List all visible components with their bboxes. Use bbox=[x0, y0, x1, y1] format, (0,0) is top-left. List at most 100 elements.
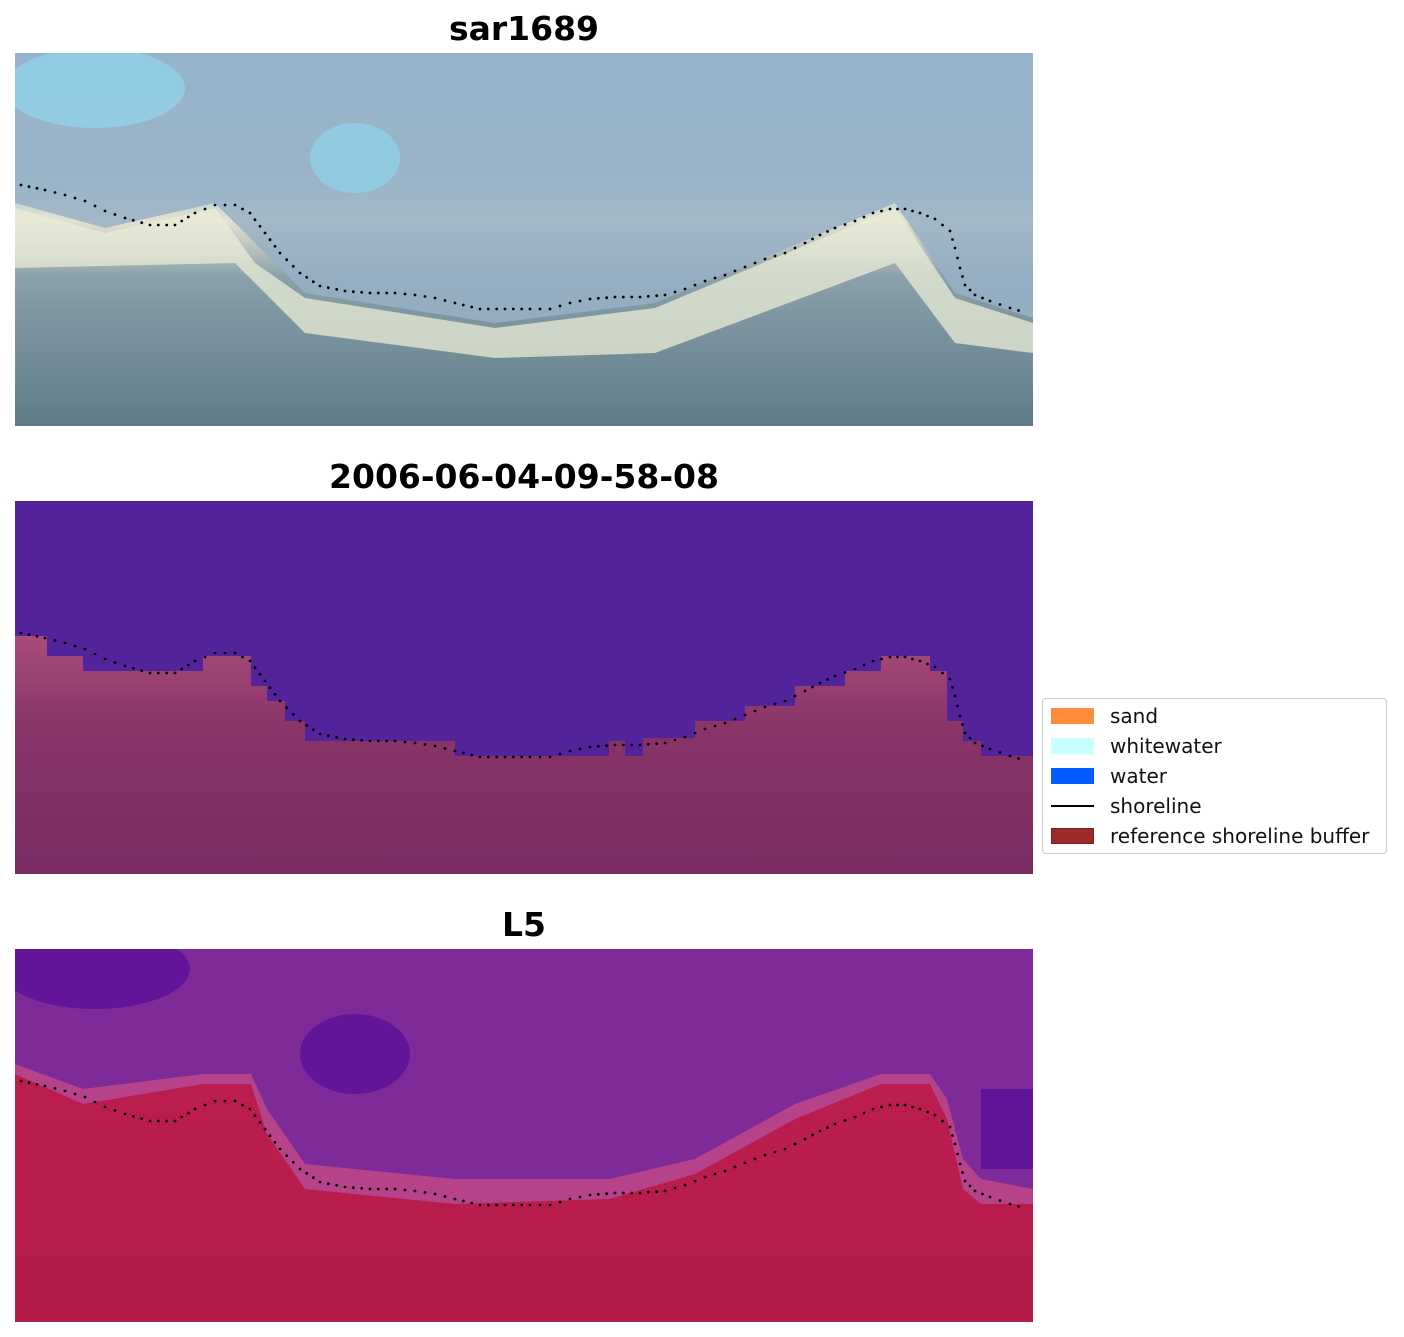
shoreline-dot bbox=[968, 736, 972, 740]
shoreline-dot bbox=[862, 215, 866, 219]
shoreline-dot bbox=[233, 203, 237, 207]
shoreline-dot bbox=[63, 193, 67, 197]
shoreline-dot bbox=[156, 671, 160, 675]
shoreline-dot bbox=[273, 1140, 277, 1144]
shoreline-dot bbox=[368, 739, 372, 743]
shoreline-dot bbox=[258, 224, 262, 228]
legend-label-reference-buffer: reference shoreline buffer bbox=[1110, 824, 1370, 848]
shoreline-dot bbox=[998, 751, 1002, 754]
shoreline-dot bbox=[123, 1112, 127, 1116]
shoreline-dot bbox=[1017, 309, 1020, 312]
shoreline-dot bbox=[911, 1105, 914, 1109]
shoreline-dot bbox=[733, 717, 737, 721]
shoreline-dot bbox=[818, 1129, 822, 1133]
shoreline-dot bbox=[853, 667, 857, 671]
shoreline-dot bbox=[486, 307, 490, 311]
shoreline-dot bbox=[385, 1187, 389, 1191]
shoreline-dot bbox=[140, 669, 144, 673]
shoreline-dot bbox=[951, 686, 954, 689]
shoreline-dot bbox=[548, 1203, 552, 1207]
shoreline-dot bbox=[646, 294, 650, 298]
rgb-image-panel bbox=[15, 53, 1033, 426]
shoreline-dot bbox=[156, 1119, 160, 1123]
shoreline-rgb bbox=[19, 183, 1020, 312]
panel-title-classification: 2006-06-04-09-58-08 bbox=[329, 457, 719, 496]
shoreline-dot bbox=[173, 1119, 177, 1123]
shoreline-dot bbox=[630, 295, 634, 299]
shoreline-dot bbox=[968, 1184, 972, 1188]
shoreline-dot bbox=[35, 186, 39, 190]
shoreline-dot bbox=[833, 1122, 837, 1126]
shoreline-dot bbox=[103, 209, 107, 213]
shoreline-dot bbox=[335, 735, 339, 739]
shoreline-dot bbox=[948, 677, 952, 681]
shoreline-dot bbox=[871, 1107, 875, 1111]
shoreline-dot bbox=[213, 203, 217, 207]
shoreline-dot bbox=[963, 283, 967, 287]
shoreline-dot bbox=[941, 671, 944, 675]
shoreline-dot bbox=[305, 1171, 309, 1175]
shoreline-dot bbox=[433, 744, 437, 748]
l5-image bbox=[15, 949, 1033, 1322]
shoreline-dot bbox=[588, 297, 592, 301]
shoreline-dot bbox=[811, 237, 814, 241]
shoreline-dot bbox=[186, 215, 190, 219]
shoreline-dot bbox=[703, 1175, 707, 1179]
shoreline-dot bbox=[241, 1103, 244, 1107]
shoreline-dot bbox=[193, 1107, 197, 1111]
shoreline-dot bbox=[548, 307, 552, 311]
shoreline-dot bbox=[27, 633, 31, 637]
shoreline-dot bbox=[826, 1126, 829, 1129]
shoreline-dot bbox=[918, 1107, 922, 1111]
shoreline-dot bbox=[871, 659, 875, 663]
shoreline-dot bbox=[733, 269, 737, 273]
shoreline-dot bbox=[385, 739, 389, 743]
shoreline-dot bbox=[35, 1082, 39, 1086]
shoreline-dot bbox=[165, 1119, 169, 1123]
shoreline-dot bbox=[528, 755, 532, 759]
shoreline-dot bbox=[351, 1186, 355, 1190]
shoreline-dot bbox=[646, 1190, 650, 1194]
shoreline-dot bbox=[605, 1192, 609, 1196]
shoreline-dot bbox=[368, 291, 372, 295]
shoreline-dot bbox=[140, 1117, 144, 1121]
shoreline-dot bbox=[880, 209, 883, 213]
shoreline-dot bbox=[862, 1111, 866, 1115]
shoreline-dot bbox=[663, 741, 667, 745]
shoreline-dot bbox=[241, 207, 244, 211]
shoreline-dot bbox=[351, 738, 355, 742]
shoreline-dot bbox=[495, 755, 499, 759]
shoreline-dot bbox=[360, 1186, 364, 1190]
shoreline-dot bbox=[19, 183, 23, 187]
shoreline-dot bbox=[318, 732, 322, 736]
shoreline-dot bbox=[258, 1120, 262, 1124]
legend-item-sand: sand bbox=[1051, 704, 1158, 728]
shoreline-dot bbox=[520, 755, 524, 759]
shoreline-dot bbox=[880, 657, 883, 661]
shoreline-dot bbox=[53, 191, 57, 194]
shoreline-dot bbox=[73, 644, 77, 648]
shoreline-dot bbox=[903, 207, 907, 211]
shoreline-dot bbox=[646, 742, 650, 746]
shoreline-dot bbox=[393, 1187, 397, 1191]
shoreline-dot bbox=[470, 1201, 474, 1205]
shoreline-dot bbox=[443, 1195, 447, 1198]
shoreline-dot bbox=[403, 1188, 407, 1192]
shoreline-dot bbox=[538, 755, 542, 759]
shoreline-dot bbox=[693, 731, 697, 735]
shoreline-dot bbox=[156, 223, 160, 227]
shoreline-dot bbox=[896, 207, 899, 211]
shoreline-dot bbox=[263, 679, 267, 683]
shoreline-dot bbox=[63, 641, 67, 645]
shoreline-dot bbox=[351, 290, 355, 294]
shoreline-dot bbox=[963, 731, 967, 735]
shoreline-dot bbox=[511, 1203, 515, 1207]
shoreline-dot bbox=[558, 304, 562, 308]
shoreline-dot bbox=[470, 305, 474, 309]
shoreline-dot bbox=[203, 207, 207, 211]
shoreline-dot bbox=[538, 307, 542, 311]
shoreline-dot bbox=[376, 291, 380, 295]
shoreline-dot bbox=[663, 1189, 667, 1193]
shoreline-dot bbox=[613, 295, 617, 299]
shoreline-dot bbox=[486, 755, 490, 759]
